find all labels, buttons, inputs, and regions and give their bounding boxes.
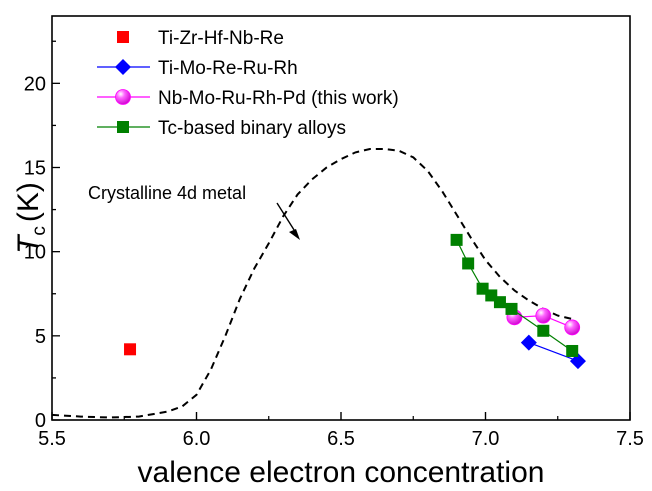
legend-item-ti-zr-hf-nb-re: Ti-Zr-Hf-Nb-Re	[117, 28, 284, 49]
annotation-arrowhead	[289, 229, 300, 240]
legend-label: Tc-based binary alloys	[158, 118, 346, 139]
data-point	[505, 302, 518, 315]
data-point	[450, 233, 463, 246]
legend-item-tc-based-binary-alloys: Tc-based binary alloys	[97, 118, 346, 139]
ticks-layer: 5.5 6.0 6.5 7.0 7.5 0 5 10 15 20	[24, 40, 644, 450]
legend-marker	[117, 121, 129, 133]
legend-item-nb-mo-ru-rh-pd-this-work: Nb-Mo-Ru-Rh-Pd (this work)	[97, 88, 399, 109]
x-tick-label: 6.0	[183, 428, 211, 450]
data-point	[569, 353, 586, 370]
annotation-arrow-shaft	[276, 202, 297, 234]
data-point	[124, 343, 137, 356]
crystalline-4d-metal-curve	[51, 148, 573, 419]
svg-text:Tc(K): Tc (K)	[12, 182, 50, 254]
series-line	[456, 239, 573, 352]
data-point	[520, 334, 537, 351]
y-axis-label-main: T	[12, 233, 45, 254]
y-tick-label: 15	[24, 158, 46, 180]
series-nb-mo-ru-rh-pd-this-work	[506, 307, 581, 336]
y-axis-label-sub: c	[29, 226, 50, 236]
annotation-text: Crystalline 4d metal	[88, 183, 246, 203]
x-tick-label: 7.0	[472, 428, 500, 450]
legend-marker	[115, 59, 131, 75]
x-axis-label: valence electron concentration	[138, 456, 545, 489]
y-tick-label: 20	[24, 73, 46, 95]
data-point	[566, 344, 579, 357]
legend-item-ti-mo-re-ru-rh: Ti-Mo-Re-Ru-Rh	[97, 58, 298, 79]
plot-frame	[51, 15, 631, 421]
legend-label: Nb-Mo-Ru-Rh-Pd (this work)	[158, 88, 399, 109]
data-point	[493, 296, 506, 309]
series-tc-based-binary-alloys	[450, 233, 579, 357]
legend: Ti-Zr-Hf-Nb-Re Ti-Mo-Re-Ru-Rh Nb-Mo-Ru-Rh-…	[97, 28, 399, 139]
x-tick-label: 6.5	[327, 428, 355, 450]
y-axis-label-unit: (K)	[12, 182, 45, 222]
y-tick-label: 10	[24, 242, 46, 264]
x-tick-label: 5.5	[38, 428, 66, 450]
series-ti-mo-re-ru-rh	[520, 334, 586, 370]
legend-label: Ti-Zr-Hf-Nb-Re	[158, 28, 284, 49]
series-ti-zr-hf-nb-re	[124, 343, 137, 356]
x-tick-label: 7.5	[616, 428, 644, 450]
legend-marker	[117, 31, 129, 43]
data-point	[564, 319, 581, 336]
data-point	[462, 257, 475, 270]
legend-marker	[115, 89, 131, 105]
legend-label: Ti-Mo-Re-Ru-Rh	[158, 58, 298, 79]
series-layer	[124, 233, 586, 370]
data-point	[537, 324, 550, 337]
series-line	[528, 342, 579, 362]
y-tick-label: 0	[35, 410, 46, 432]
annotation: Crystalline 4d metal	[88, 183, 300, 240]
data-point	[535, 307, 552, 324]
reference-curve-layer	[51, 148, 573, 419]
y-axis-label: Tc (K)	[12, 182, 50, 254]
y-tick-label: 5	[35, 326, 46, 348]
